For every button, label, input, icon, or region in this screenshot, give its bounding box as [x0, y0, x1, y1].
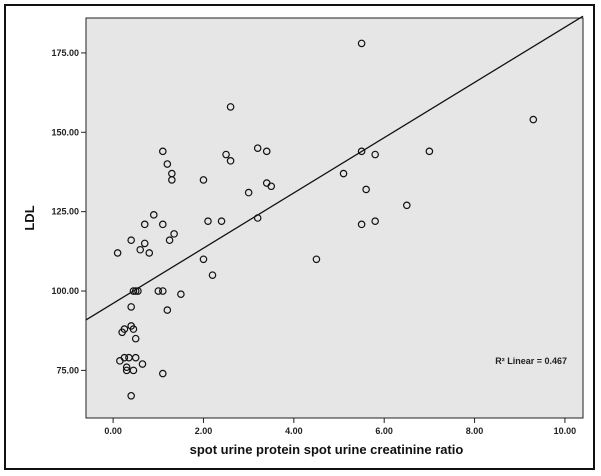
y-tick-label: 100.00 [51, 286, 79, 296]
data-point [177, 290, 185, 298]
data-point [159, 220, 167, 229]
data-point [165, 236, 174, 245]
plot-area [85, 17, 584, 419]
y-axis-title: LDL [22, 205, 37, 230]
data-point [312, 255, 321, 264]
y-tick-label: 175.00 [51, 48, 79, 58]
data-point [339, 169, 348, 178]
x-tick-label: 8.00 [466, 426, 484, 436]
data-point [159, 147, 167, 156]
data-point [136, 245, 145, 254]
regression-line [85, 15, 584, 321]
data-point [226, 157, 235, 165]
data-point [163, 306, 172, 314]
data-point [159, 287, 167, 295]
data-point [159, 369, 167, 378]
data-point [357, 147, 366, 156]
data-point [425, 147, 434, 156]
data-point [226, 103, 235, 111]
data-point [267, 182, 276, 191]
data-point [357, 39, 366, 48]
data-point [120, 325, 129, 333]
data-point [127, 236, 135, 245]
data-point [131, 353, 140, 362]
data-point [168, 176, 176, 184]
data-point [138, 360, 147, 368]
r-squared-annotation: R² Linear = 0.467 [495, 356, 567, 366]
x-tick-label: 2.00 [195, 426, 213, 436]
data-point [163, 160, 172, 168]
y-tick-label: 125.00 [51, 207, 79, 217]
data-point [154, 287, 163, 295]
data-point [529, 115, 538, 124]
x-axis-title: spot urine protein spot urine creatinine… [190, 442, 464, 457]
x-tick-label: 6.00 [375, 426, 393, 436]
data-point [127, 391, 135, 400]
y-axis-ticks: 75.00 100.00 125.00 150.00 175.00 [51, 48, 86, 375]
data-point [253, 214, 262, 222]
data-point [134, 287, 142, 295]
x-tick-label: 4.00 [285, 426, 303, 436]
data-point [244, 188, 253, 197]
data-point [120, 353, 129, 362]
y-tick-label: 75.00 [56, 365, 79, 375]
data-point [113, 249, 122, 257]
data-point [204, 217, 212, 225]
data-point [371, 217, 379, 225]
data-point [402, 201, 411, 210]
data-point [129, 325, 138, 333]
data-point [170, 230, 178, 238]
data-point [199, 176, 208, 184]
data-point [129, 287, 138, 295]
data-point [199, 255, 208, 264]
data-point [140, 220, 149, 229]
data-point [131, 287, 140, 295]
x-tick-label: 10.00 [554, 426, 577, 436]
x-axis-ticks: 0.00 2.00 4.00 6.00 8.00 10.00 [104, 418, 576, 436]
data-point [140, 239, 149, 248]
data-point [371, 150, 379, 159]
data-point [357, 220, 366, 229]
x-tick-label: 0.00 [104, 426, 122, 436]
data-point [222, 150, 230, 159]
data-point [131, 334, 140, 343]
data-point [217, 217, 226, 225]
data-point [122, 363, 131, 372]
data-point [129, 366, 138, 375]
data-point [253, 144, 262, 152]
data-point [145, 249, 154, 257]
data-points [113, 39, 538, 400]
y-tick-label: 150.00 [51, 127, 79, 137]
data-point [262, 147, 271, 156]
data-point [127, 303, 135, 311]
data-point [208, 271, 217, 279]
data-point [362, 185, 370, 194]
data-point [149, 211, 158, 219]
